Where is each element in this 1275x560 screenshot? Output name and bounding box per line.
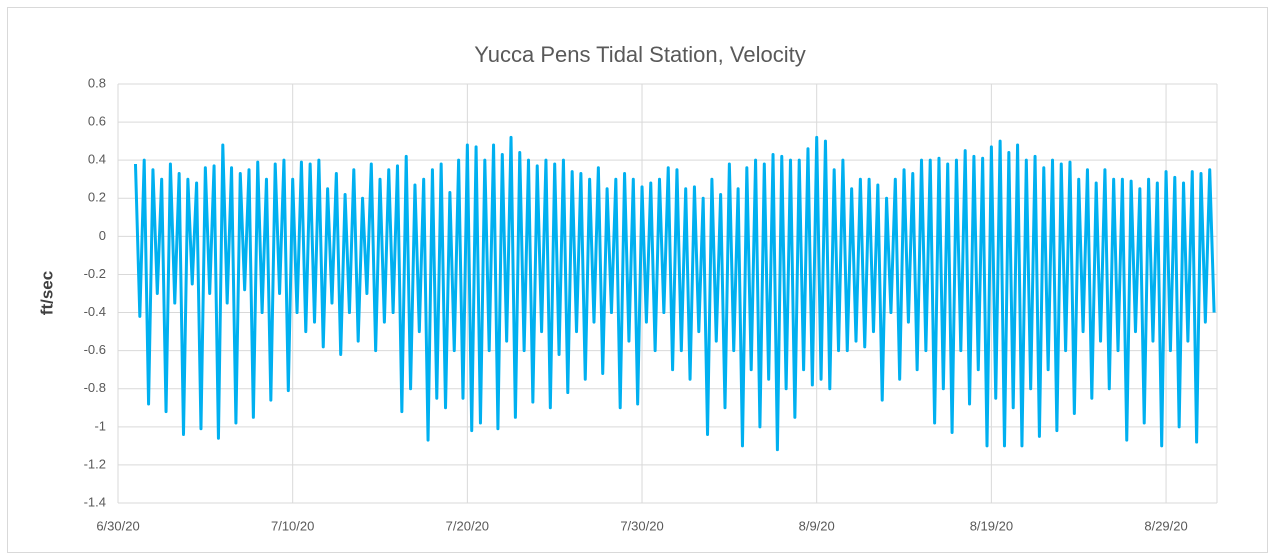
y-tick-label: 0.2 <box>88 190 106 205</box>
x-tick-label: 7/20/20 <box>446 518 489 533</box>
y-tick-label: -1.4 <box>84 494 106 509</box>
y-tick-label: -1.2 <box>84 456 106 471</box>
y-tick-label: 0 <box>99 228 106 243</box>
y-tick-label: -0.8 <box>84 380 106 395</box>
x-tick-label: 6/30/20 <box>96 518 139 533</box>
y-tick-label: 0.6 <box>88 114 106 129</box>
y-tick-label: -1 <box>94 418 106 433</box>
x-tick-label: 8/19/20 <box>970 518 1013 533</box>
data-line <box>133 135 1216 452</box>
y-axis-title: ft/sec <box>37 271 56 315</box>
y-tick-label: -0.2 <box>84 266 106 281</box>
y-tick-label: 0.4 <box>88 152 106 167</box>
x-tick-label: 8/9/20 <box>799 518 835 533</box>
x-tick-label: 7/30/20 <box>620 518 663 533</box>
y-tick-label: -0.6 <box>84 342 106 357</box>
x-tick-label: 7/10/20 <box>271 518 314 533</box>
chart-title: Yucca Pens Tidal Station, Velocity <box>474 42 805 67</box>
chart-border <box>7 7 1268 553</box>
x-tick-label: 8/29/20 <box>1144 518 1187 533</box>
y-tick-label: -0.4 <box>84 304 106 319</box>
y-tick-label: 0.8 <box>88 75 106 90</box>
